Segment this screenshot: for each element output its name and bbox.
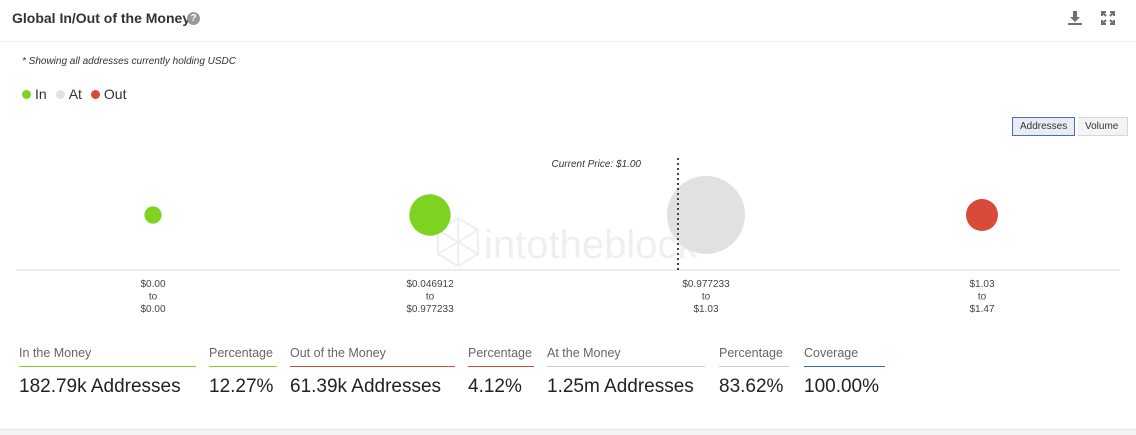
stat-label: Percentage bbox=[209, 340, 277, 367]
stat-value: 83.62% bbox=[719, 376, 784, 397]
bubble-chart: intotheblock Current Price: $1.00 $0.00t… bbox=[16, 158, 1120, 315]
stat-label: In the Money bbox=[19, 340, 196, 367]
bubble-in-1[interactable] bbox=[409, 194, 451, 236]
stat-6: Coverage 100.00% bbox=[804, 340, 885, 398]
tick-label-1-2: $0.977233 bbox=[406, 304, 454, 315]
tick-labels: $0.00to$0.00$0.046912to$0.977233$0.97723… bbox=[140, 279, 994, 315]
tick-label-1-1: to bbox=[426, 292, 435, 303]
tick-label-0-1: to bbox=[149, 292, 158, 303]
legend-dot-in bbox=[22, 89, 31, 99]
addresses-toggle-button[interactable]: Addresses bbox=[1012, 117, 1076, 136]
stat-value: 100.00% bbox=[804, 376, 880, 397]
download-icon[interactable] bbox=[1066, 9, 1084, 27]
stat-label: Coverage bbox=[804, 340, 885, 367]
tick-label-2-1: to bbox=[702, 292, 711, 303]
stat-4: At the Money 1.25m Addresses bbox=[547, 340, 705, 398]
stat-label: At the Money bbox=[547, 340, 705, 367]
legend-item-out[interactable]: Out bbox=[90, 86, 127, 102]
legend-label-at: At bbox=[68, 86, 82, 102]
watermark: intotheblock bbox=[437, 216, 698, 268]
stat-value: 4.12% bbox=[468, 376, 522, 397]
expand-icon[interactable] bbox=[1099, 9, 1117, 27]
stat-value: 182.79k Addresses bbox=[19, 376, 181, 397]
stat-value: 61.39k Addresses bbox=[290, 376, 442, 397]
stat-1: Percentage 12.27% bbox=[209, 340, 277, 398]
bubble-out-3[interactable] bbox=[966, 199, 998, 231]
bubble-at-2[interactable] bbox=[667, 176, 745, 254]
watermark-text: intotheblock bbox=[484, 223, 698, 267]
tick-label-0-0: $0.00 bbox=[140, 279, 165, 290]
bubble-layer bbox=[144, 176, 998, 254]
stat-0: In the Money 182.79k Addresses bbox=[19, 340, 196, 398]
bubble-in-0[interactable] bbox=[144, 206, 162, 224]
tick-label-3-0: $1.03 bbox=[969, 279, 994, 290]
stat-5: Percentage 83.62% bbox=[719, 340, 789, 398]
current-price-label: Current Price: $1.00 bbox=[552, 159, 642, 170]
tick-label-1-0: $0.046912 bbox=[406, 279, 454, 290]
stat-3: Percentage 4.12% bbox=[468, 340, 534, 398]
stat-label: Out of the Money bbox=[290, 340, 455, 367]
summary-stats: In the Money 182.79k Addresses Percentage 1… bbox=[0, 340, 1136, 410]
legend-label-in: In bbox=[35, 86, 47, 102]
help-icon[interactable]: ? bbox=[187, 12, 200, 25]
stat-label: Percentage bbox=[468, 340, 534, 367]
stat-value: 1.25m Addresses bbox=[547, 376, 694, 397]
legend-label-out: Out bbox=[103, 86, 127, 102]
card-header: Global In/Out of the Money ? bbox=[0, 0, 1136, 42]
tick-label-3-1: to bbox=[978, 292, 987, 303]
stat-2: Out of the Money 61.39k Addresses bbox=[290, 340, 455, 398]
page-title: Global In/Out of the Money bbox=[12, 10, 191, 26]
tick-label-0-2: $0.00 bbox=[140, 304, 165, 315]
volume-toggle-button[interactable]: Volume bbox=[1078, 117, 1128, 136]
legend-item-in[interactable]: In bbox=[22, 86, 47, 102]
tick-label-3-2: $1.47 bbox=[969, 304, 994, 315]
stat-label: Percentage bbox=[719, 340, 789, 367]
tick-label-2-2: $1.03 bbox=[693, 304, 718, 315]
tick-label-2-0: $0.977233 bbox=[682, 279, 730, 290]
legend: In At Out bbox=[22, 86, 136, 102]
legend-dot-at bbox=[55, 89, 65, 99]
stat-value: 12.27% bbox=[209, 376, 274, 397]
holding-note: * Showing all addresses currently holdin… bbox=[22, 56, 236, 67]
legend-dot-out bbox=[90, 89, 100, 99]
legend-item-at[interactable]: At bbox=[55, 86, 82, 102]
